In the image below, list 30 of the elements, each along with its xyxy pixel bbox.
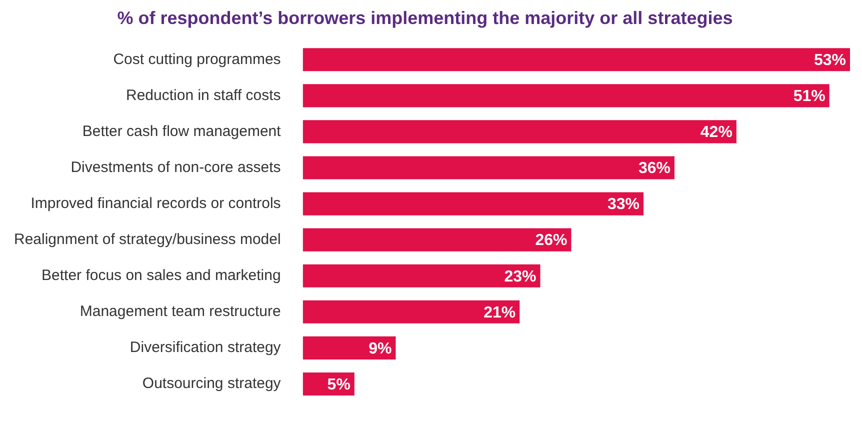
y-tick-label: Diversification strategy <box>130 339 282 356</box>
data-label: 26% <box>535 232 568 250</box>
data-label: 42% <box>700 124 732 142</box>
data-label: 33% <box>607 196 640 214</box>
data-label: 9% <box>368 340 392 358</box>
data-label: 23% <box>504 268 536 286</box>
data-label: 5% <box>327 376 350 394</box>
chart-title: % of respondent’s borrowers implementing the majority or all strategies <box>117 8 733 28</box>
data-label: 21% <box>484 304 516 322</box>
y-tick-label: Management team restructure <box>80 303 281 320</box>
y-tick-label: Better cash flow management <box>82 122 282 140</box>
y-tick-label: Reduction in staff costs <box>126 86 281 104</box>
y-tick-label: Divestments of non-core assets <box>70 158 281 176</box>
data-label: 53% <box>814 52 846 70</box>
bar <box>302 120 736 144</box>
y-tick-label: Realignment of strategy/business model <box>14 230 281 248</box>
data-label: 36% <box>638 160 670 178</box>
bar <box>302 228 572 252</box>
bar <box>302 156 674 180</box>
data-label: 51% <box>793 88 826 106</box>
bar <box>302 192 644 216</box>
bar <box>302 48 850 72</box>
y-tick-label: Cost cutting programmes <box>113 50 281 68</box>
bar <box>302 300 520 324</box>
bar <box>302 264 540 288</box>
bar <box>302 84 830 108</box>
y-tick-label: Outsourcing strategy <box>142 375 282 392</box>
bar <box>302 336 396 360</box>
y-tick-label: Improved financial records or controls <box>30 194 281 212</box>
y-tick-label: Better focus on sales and marketing <box>42 267 281 284</box>
